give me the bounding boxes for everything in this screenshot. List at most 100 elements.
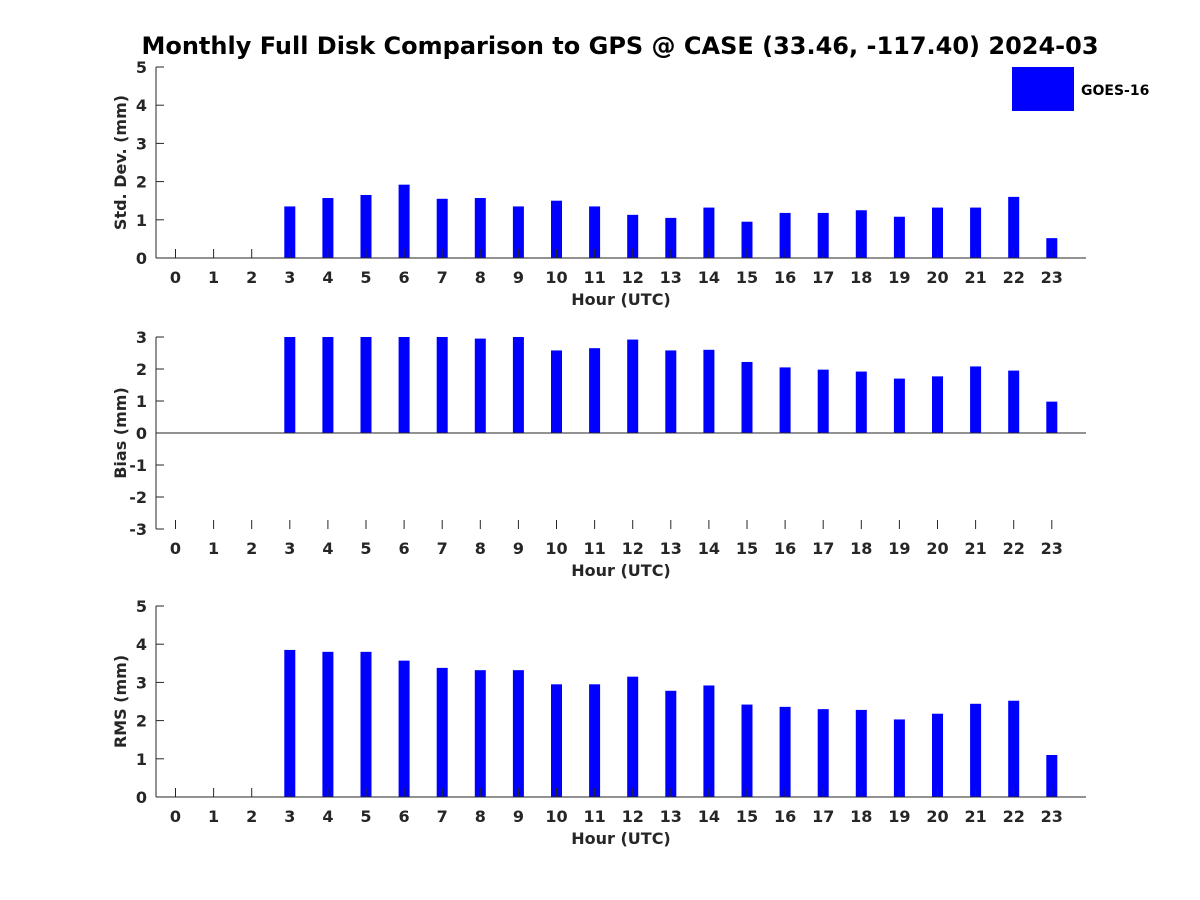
x-tick-label: 2 bbox=[246, 268, 257, 287]
x-tick-label: 20 bbox=[926, 268, 948, 287]
x-tick-label: 20 bbox=[926, 539, 948, 558]
bar-std-hour-14 bbox=[703, 207, 715, 258]
y-tick-label: 5 bbox=[136, 597, 147, 616]
bar-rms-hour-21 bbox=[970, 703, 982, 797]
x-tick-label: 17 bbox=[812, 268, 834, 287]
bar-std-hour-8 bbox=[474, 198, 486, 258]
x-tick-label: 23 bbox=[1041, 539, 1063, 558]
bar-rms-hour-11 bbox=[589, 684, 601, 797]
x-tick-label: 9 bbox=[513, 807, 524, 826]
x-tick-label: 21 bbox=[964, 268, 986, 287]
bar-rms-hour-10 bbox=[551, 684, 562, 797]
x-tick-label: 19 bbox=[888, 539, 910, 558]
bar-bias-hour-4 bbox=[322, 337, 334, 433]
x-tick-label: 15 bbox=[736, 268, 758, 287]
x-tick-label: 3 bbox=[284, 539, 295, 558]
x-tick-label: 20 bbox=[926, 807, 948, 826]
x-tick-label: 7 bbox=[437, 807, 448, 826]
x-tick-label: 9 bbox=[513, 268, 524, 287]
x-tick-label: 15 bbox=[736, 539, 758, 558]
y-tick-label: 1 bbox=[136, 211, 147, 230]
bar-std-hour-16 bbox=[779, 212, 791, 258]
x-tick-label: 16 bbox=[774, 807, 796, 826]
bar-rms-hour-20 bbox=[932, 713, 943, 797]
y-tick-label: -1 bbox=[129, 456, 147, 475]
bar-bias-hour-7 bbox=[436, 337, 448, 433]
bar-bias-hour-5 bbox=[360, 337, 372, 433]
bar-std-hour-22 bbox=[1008, 196, 1020, 258]
x-tick-label: 19 bbox=[888, 807, 910, 826]
bar-std-hour-23 bbox=[1046, 238, 1058, 258]
legend-swatch bbox=[1012, 67, 1074, 111]
x-tick-label: 0 bbox=[170, 268, 181, 287]
y-axis-label: RMS (mm) bbox=[111, 655, 130, 748]
x-tick-label: 7 bbox=[437, 539, 448, 558]
x-tick-label: 14 bbox=[698, 807, 720, 826]
y-tick-label: 3 bbox=[136, 328, 147, 347]
x-tick-label: 13 bbox=[660, 539, 682, 558]
bar-bias-hour-18 bbox=[855, 371, 867, 433]
x-tick-label: 4 bbox=[322, 807, 333, 826]
y-tick-label: 4 bbox=[136, 96, 147, 115]
bar-rms-hour-5 bbox=[360, 651, 372, 797]
bar-bias-hour-9 bbox=[512, 337, 524, 433]
x-tick-label: 4 bbox=[322, 268, 333, 287]
y-tick-label: 3 bbox=[136, 673, 147, 692]
bar-bias-hour-17 bbox=[817, 369, 829, 433]
bar-bias-hour-21 bbox=[970, 366, 982, 433]
x-tick-label: 16 bbox=[774, 268, 796, 287]
bar-bias-hour-11 bbox=[589, 348, 601, 433]
x-tick-label: 13 bbox=[660, 268, 682, 287]
x-axis-label: Hour (UTC) bbox=[571, 290, 671, 309]
x-tick-label: 1 bbox=[208, 539, 219, 558]
bar-std-hour-18 bbox=[855, 210, 867, 258]
x-tick-label: 17 bbox=[812, 807, 834, 826]
x-tick-label: 11 bbox=[583, 539, 605, 558]
bar-rms-hour-16 bbox=[779, 706, 791, 797]
x-tick-label: 21 bbox=[964, 807, 986, 826]
x-tick-label: 14 bbox=[698, 539, 720, 558]
x-tick-label: 5 bbox=[360, 268, 371, 287]
bar-std-hour-11 bbox=[589, 206, 601, 258]
x-tick-label: 10 bbox=[545, 807, 567, 826]
x-tick-label: 12 bbox=[622, 807, 644, 826]
bar-bias-hour-16 bbox=[779, 367, 791, 433]
x-tick-label: 14 bbox=[698, 268, 720, 287]
bar-std-hour-19 bbox=[893, 216, 905, 258]
bar-bias-hour-14 bbox=[703, 349, 715, 433]
x-tick-label: 22 bbox=[1003, 268, 1025, 287]
bar-bias-hour-15 bbox=[741, 361, 753, 433]
bar-rms-hour-19 bbox=[893, 719, 905, 797]
bar-rms-hour-9 bbox=[512, 670, 524, 797]
x-tick-label: 22 bbox=[1003, 807, 1025, 826]
bar-std-hour-5 bbox=[360, 194, 372, 258]
x-tick-label: 23 bbox=[1041, 807, 1063, 826]
x-tick-label: 3 bbox=[284, 807, 295, 826]
y-tick-label: 3 bbox=[136, 134, 147, 153]
bar-rms-hour-18 bbox=[855, 709, 867, 797]
x-tick-label: 10 bbox=[545, 539, 567, 558]
y-tick-label: 0 bbox=[136, 424, 147, 443]
bar-bias-hour-10 bbox=[551, 350, 562, 433]
bar-bias-hour-20 bbox=[932, 376, 943, 433]
x-tick-label: 16 bbox=[774, 539, 796, 558]
x-tick-label: 18 bbox=[850, 807, 872, 826]
x-tick-label: 11 bbox=[583, 807, 605, 826]
y-tick-label: 5 bbox=[136, 58, 147, 77]
y-tick-label: 2 bbox=[136, 360, 147, 379]
x-tick-label: 19 bbox=[888, 268, 910, 287]
bar-rms-hour-8 bbox=[474, 670, 486, 797]
x-tick-label: 11 bbox=[583, 268, 605, 287]
y-tick-label: 1 bbox=[136, 750, 147, 769]
y-axis-label: Bias (mm) bbox=[111, 387, 130, 479]
x-tick-label: 8 bbox=[475, 268, 486, 287]
bar-std-hour-10 bbox=[551, 200, 562, 258]
bar-rms-hour-4 bbox=[322, 651, 334, 797]
bar-bias-hour-13 bbox=[665, 350, 677, 433]
bar-rms-hour-23 bbox=[1046, 754, 1058, 797]
